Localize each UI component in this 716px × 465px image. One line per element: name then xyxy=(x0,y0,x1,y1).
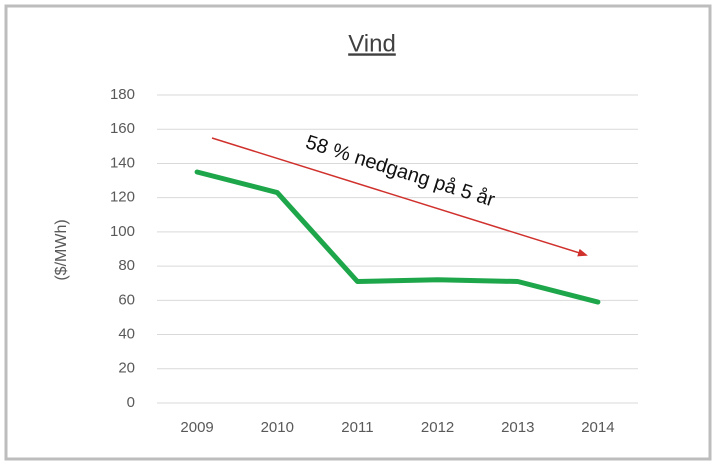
x-tick-label: 2011 xyxy=(341,419,373,436)
y-tick-label: 60 xyxy=(118,291,135,308)
y-tick-label: 80 xyxy=(118,257,135,274)
x-tick-label: 2014 xyxy=(581,419,614,436)
y-tick-label: 100 xyxy=(110,223,135,240)
y-tick-label: 140 xyxy=(110,154,135,171)
y-tick-label: 160 xyxy=(110,120,135,137)
x-tick-label: 2012 xyxy=(421,419,454,436)
y-tick-label: 0 xyxy=(127,394,135,411)
chart-frame xyxy=(4,4,712,461)
y-tick-label: 20 xyxy=(118,360,135,377)
y-tick-label: 180 xyxy=(110,86,135,103)
annotation-arrow xyxy=(211,137,588,257)
x-tick-label: 2009 xyxy=(180,419,213,436)
y-tick-label: 120 xyxy=(110,189,135,206)
y-tick-label: 40 xyxy=(118,326,135,343)
y-axis-label: ($/MWh) xyxy=(53,219,70,280)
x-tick-label: 2010 xyxy=(261,419,294,436)
chart-title: Vind xyxy=(348,30,396,57)
x-tick-label: 2013 xyxy=(501,419,534,436)
line-series xyxy=(194,169,601,305)
